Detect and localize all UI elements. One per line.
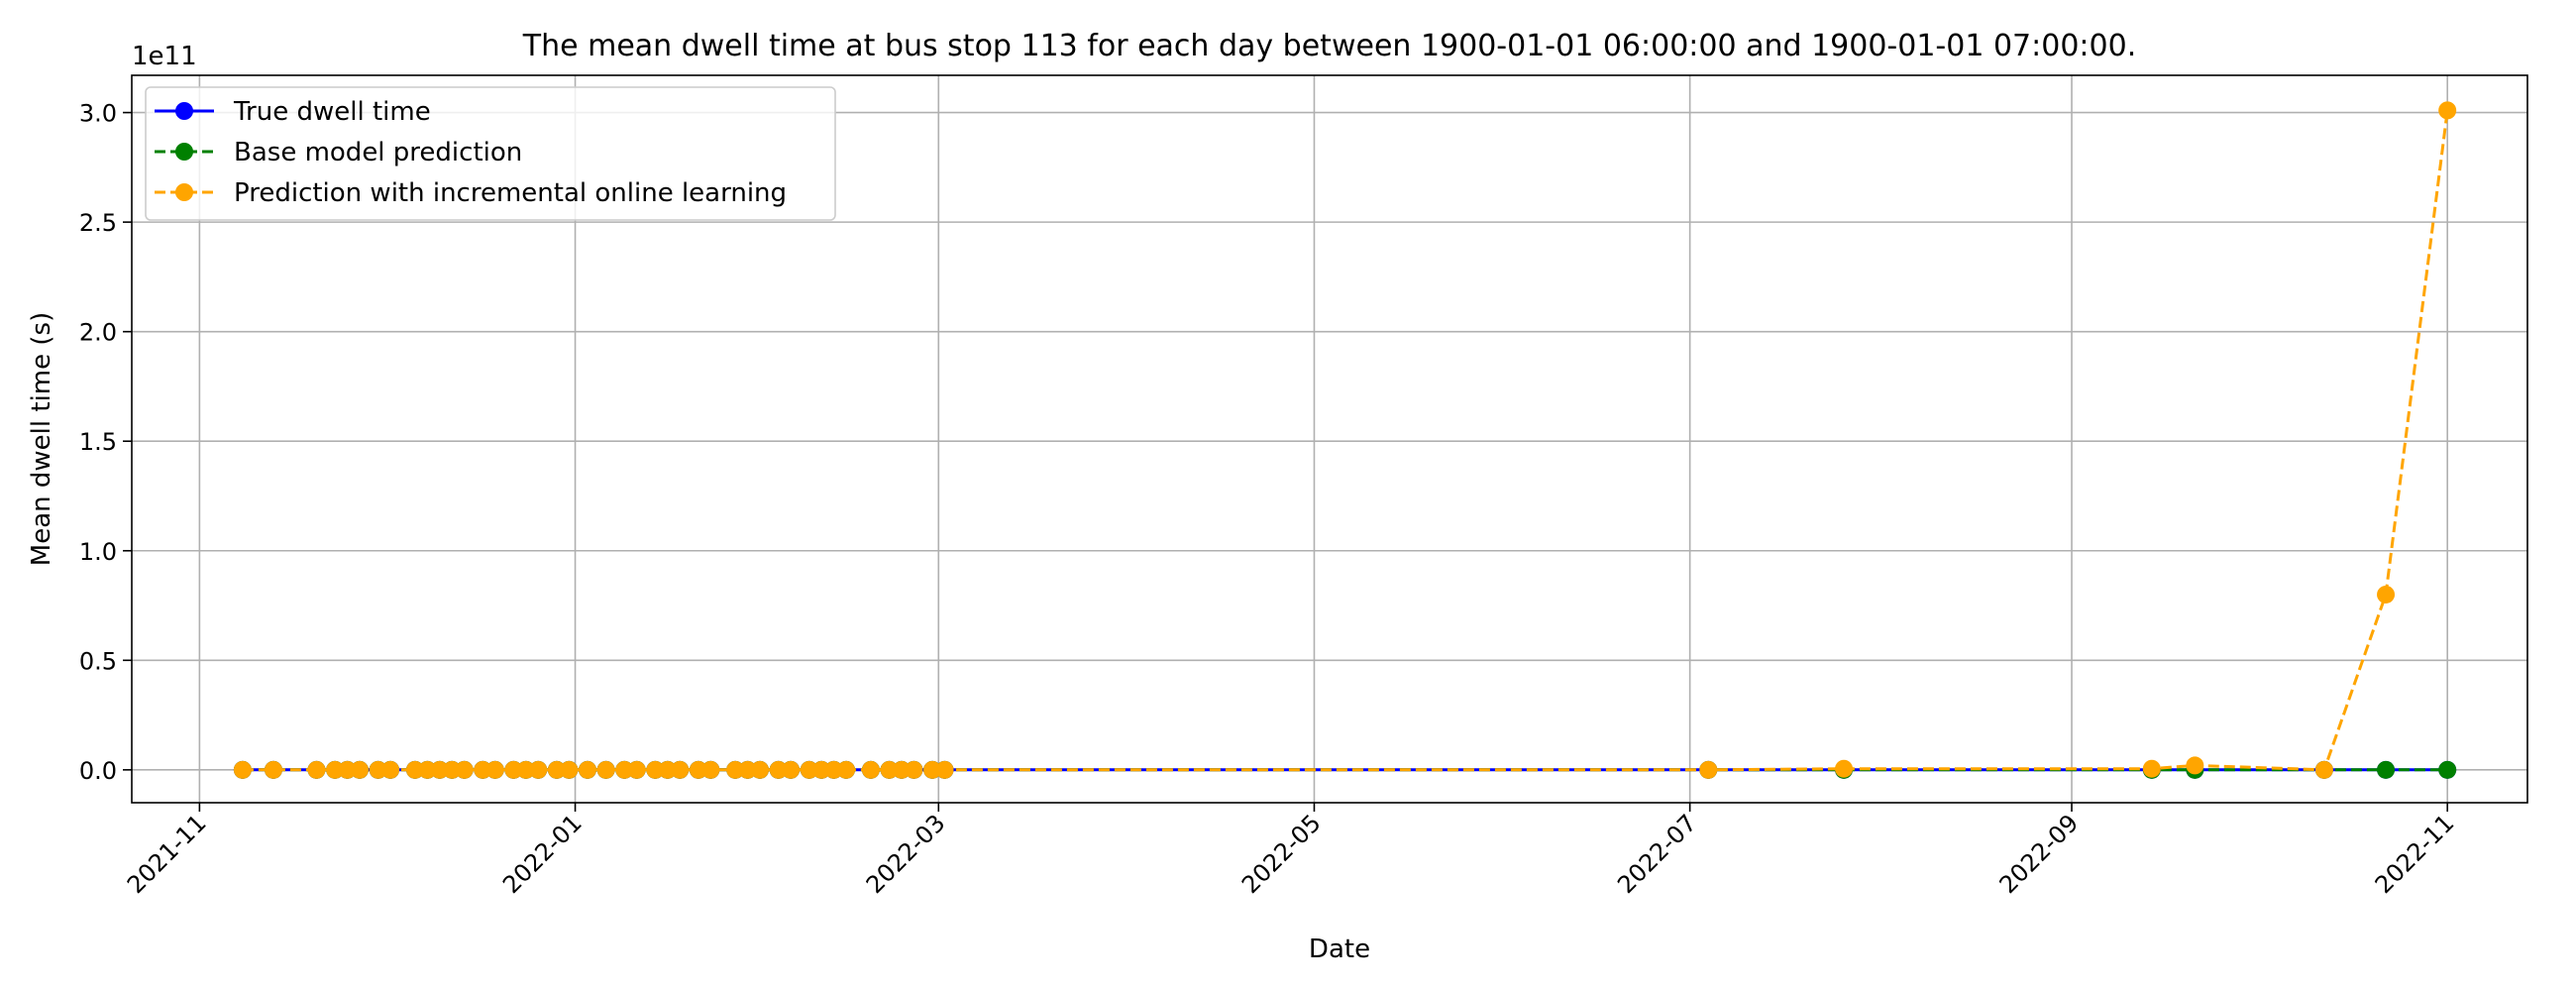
data-point <box>824 760 843 779</box>
y-tick-label: 0.0 <box>79 757 117 785</box>
y-tick-label: 0.5 <box>79 647 117 675</box>
data-point <box>837 760 856 779</box>
data-point <box>726 760 745 779</box>
data-point <box>2377 585 2396 604</box>
data-point <box>812 760 831 779</box>
data-point <box>671 760 690 779</box>
legend-item: Base model prediction <box>155 138 522 167</box>
data-point <box>769 760 788 779</box>
data-point <box>264 760 282 779</box>
data-point <box>2377 760 2396 779</box>
data-point <box>701 760 720 779</box>
data-point <box>2142 759 2161 778</box>
legend-item: True dwell time <box>155 97 431 127</box>
y-axis-label: Mean dwell time (s) <box>27 312 56 566</box>
data-point <box>474 760 492 779</box>
x-axis-label: Date <box>1309 935 1370 964</box>
data-point <box>751 760 770 779</box>
data-point <box>455 760 474 779</box>
data-point <box>547 760 566 779</box>
data-point <box>738 760 757 779</box>
data-point <box>782 760 801 779</box>
data-point <box>504 760 523 779</box>
data-point <box>2438 760 2457 779</box>
data-point <box>443 760 462 779</box>
data-point <box>923 760 942 779</box>
legend-swatch-marker <box>175 143 193 161</box>
data-point <box>2438 101 2457 120</box>
y-tick-label: 1.5 <box>79 428 117 456</box>
chart-title: The mean dwell time at bus stop 113 for … <box>522 29 2136 63</box>
data-point <box>405 760 424 779</box>
data-point <box>658 760 677 779</box>
legend-label: True dwell time <box>233 97 431 127</box>
data-point <box>381 760 400 779</box>
data-point <box>646 760 665 779</box>
data-point <box>418 760 437 779</box>
data-point <box>430 760 449 779</box>
data-point <box>880 760 899 779</box>
y-tick-label: 3.0 <box>79 100 117 128</box>
data-point <box>485 760 504 779</box>
legend-label: Base model prediction <box>234 138 522 167</box>
data-point <box>578 760 596 779</box>
data-point <box>615 760 634 779</box>
data-point <box>338 760 357 779</box>
data-point <box>1835 759 1854 778</box>
legend-swatch-marker <box>175 102 193 120</box>
data-point <box>861 760 880 779</box>
data-point <box>627 760 646 779</box>
legend-box <box>145 86 836 221</box>
legend: True dwell time Base model prediction Pred… <box>145 86 836 221</box>
data-point <box>529 760 548 779</box>
data-point <box>560 760 579 779</box>
data-point <box>905 760 923 779</box>
legend-item: Prediction with incremental online learn… <box>155 178 787 208</box>
data-point <box>2314 760 2333 779</box>
y-tick-label: 2.5 <box>79 209 117 237</box>
series-3 <box>233 101 2457 779</box>
data-point <box>233 760 252 779</box>
axes-frame <box>131 74 2528 804</box>
data-point <box>935 760 954 779</box>
legend-label: Prediction with incremental online learn… <box>234 178 787 208</box>
series-layer <box>233 101 2457 779</box>
data-point <box>350 760 369 779</box>
data-point <box>307 760 326 779</box>
data-point <box>516 760 535 779</box>
y-tick-label: 1.0 <box>79 538 117 566</box>
data-point <box>326 760 345 779</box>
data-point <box>1699 760 1718 779</box>
data-point <box>800 760 818 779</box>
data-point <box>2186 756 2204 775</box>
data-point <box>689 760 707 779</box>
data-point <box>596 760 615 779</box>
data-point <box>892 760 911 779</box>
y-offset-label: 1e11 <box>132 42 197 71</box>
data-point <box>369 760 387 779</box>
legend-swatch-marker <box>175 183 193 201</box>
y-tick-label: 2.0 <box>79 319 117 347</box>
